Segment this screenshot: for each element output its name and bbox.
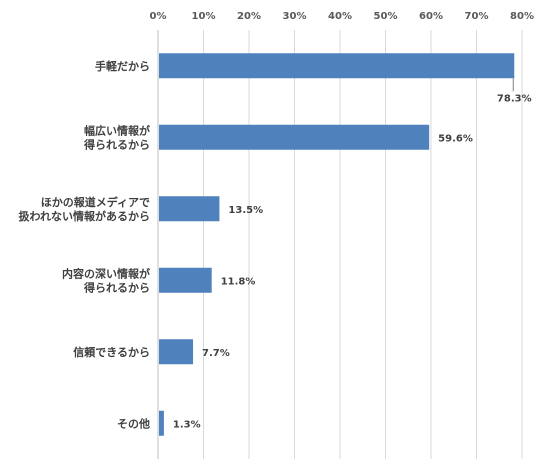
x-tick-label: 30% <box>283 11 307 22</box>
x-tick-label: 80% <box>510 11 534 22</box>
bar <box>159 124 430 150</box>
x-tick-label: 20% <box>237 11 261 22</box>
category-labels: 手軽だから幅広い情報が得られるからほかの報道メディアで扱われない情報があるから内… <box>19 59 150 431</box>
bars <box>159 53 515 436</box>
category-label: 幅広い情報が得られるから <box>83 123 150 151</box>
category-label: 手軽だから <box>95 59 150 73</box>
bar <box>159 53 515 79</box>
bar <box>159 196 220 222</box>
data-label: 13.5% <box>228 205 263 216</box>
bar <box>159 339 194 365</box>
data-label: 59.6% <box>438 133 473 144</box>
x-tick-label: 60% <box>419 11 443 22</box>
gridlines <box>157 30 523 459</box>
data-label: 7.7% <box>202 348 230 359</box>
data-label: 11.8% <box>221 276 256 287</box>
bar <box>159 267 212 293</box>
x-tick-label: 10% <box>192 11 216 22</box>
category-label: 内容の深い情報が得られるから <box>62 266 150 294</box>
category-label: ほかの報道メディアで扱われない情報があるから <box>19 195 150 223</box>
data-label: 1.3% <box>173 419 201 430</box>
category-label: 信頼できるから <box>73 345 150 359</box>
category-label: その他 <box>117 416 150 430</box>
x-tick-label: 40% <box>328 11 352 22</box>
x-tick-label: 50% <box>374 11 398 22</box>
x-tick-label: 0% <box>150 11 167 22</box>
bar <box>159 410 164 436</box>
data-label: 78.3% <box>497 93 532 104</box>
x-axis-ticks: 0% 10% 20% 30% 40% 50% 60% 70% 80% <box>150 11 534 22</box>
data-labels: 78.3% 59.6% 13.5% 11.8% 7.7% 1.3% <box>173 78 532 430</box>
x-tick-label: 70% <box>465 11 489 22</box>
